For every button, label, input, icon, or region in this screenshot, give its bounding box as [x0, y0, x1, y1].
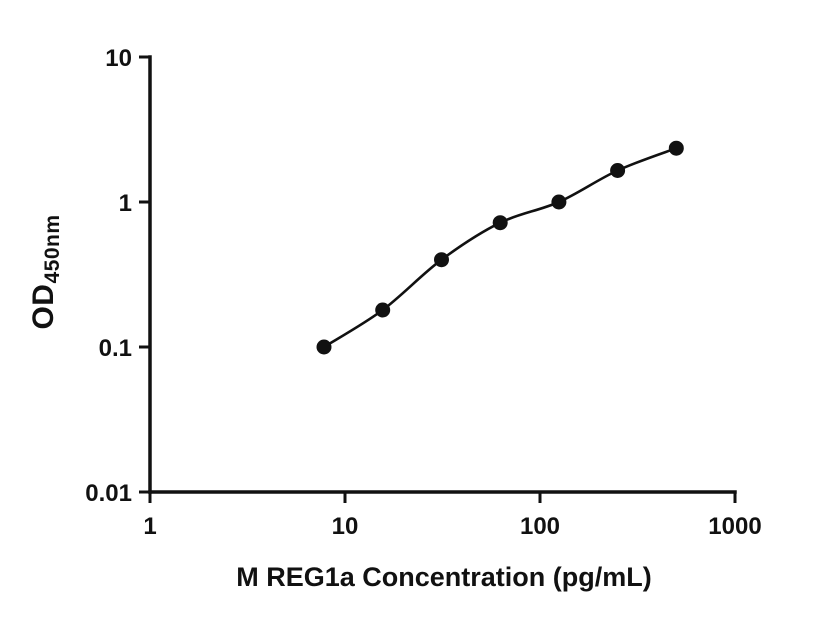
data-point — [668, 140, 684, 156]
y-axis-label-subscript: 450nm — [41, 214, 64, 284]
x-tick-label: 10 — [332, 513, 359, 540]
data-point — [316, 339, 332, 355]
y-axis-label-main: OD — [27, 283, 60, 330]
y-tick-label: 10 — [105, 45, 132, 72]
y-tick-label: 0.01 — [85, 480, 132, 507]
standard-curve-line — [323, 146, 677, 349]
y-axis-label: OD450nm — [27, 214, 65, 329]
data-point — [375, 302, 391, 318]
data-point — [434, 252, 449, 268]
y-tick-label: 1 — [119, 190, 132, 217]
data-point — [551, 194, 567, 210]
x-axis-label: M REG1a Concentration (pg/mL) — [236, 562, 652, 592]
data-point — [610, 163, 626, 178]
x-tick-label: 1000 — [708, 513, 761, 540]
x-tick-label: 1 — [143, 513, 156, 540]
data-point — [492, 215, 508, 231]
x-tick-label: 100 — [520, 513, 560, 540]
y-tick-label: 0.1 — [99, 335, 132, 362]
